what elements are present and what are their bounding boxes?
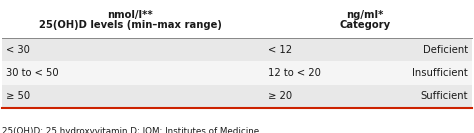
Bar xyxy=(2,85,472,108)
Text: Insufficient: Insufficient xyxy=(412,68,468,78)
Bar xyxy=(2,38,472,61)
Text: Deficient: Deficient xyxy=(423,45,468,55)
Text: ≥ 20: ≥ 20 xyxy=(268,91,292,101)
Text: Sufficient: Sufficient xyxy=(420,91,468,101)
Text: 25(OH)D: 25 hydroxyvitamin D; IOM: Institutes of Medicine.: 25(OH)D: 25 hydroxyvitamin D; IOM: Insti… xyxy=(2,127,262,133)
Text: < 30: < 30 xyxy=(6,45,30,55)
Text: 30 to < 50: 30 to < 50 xyxy=(6,68,59,78)
Text: 12 to < 20: 12 to < 20 xyxy=(268,68,321,78)
Text: Category: Category xyxy=(339,20,391,30)
Text: 25(OH)D levels (min–max range): 25(OH)D levels (min–max range) xyxy=(38,20,221,30)
Text: ng/ml*: ng/ml* xyxy=(346,10,383,20)
Text: ≥ 50: ≥ 50 xyxy=(6,91,30,101)
Bar xyxy=(2,61,472,85)
Text: < 12: < 12 xyxy=(268,45,292,55)
Text: nmol/l**: nmol/l** xyxy=(107,10,153,20)
